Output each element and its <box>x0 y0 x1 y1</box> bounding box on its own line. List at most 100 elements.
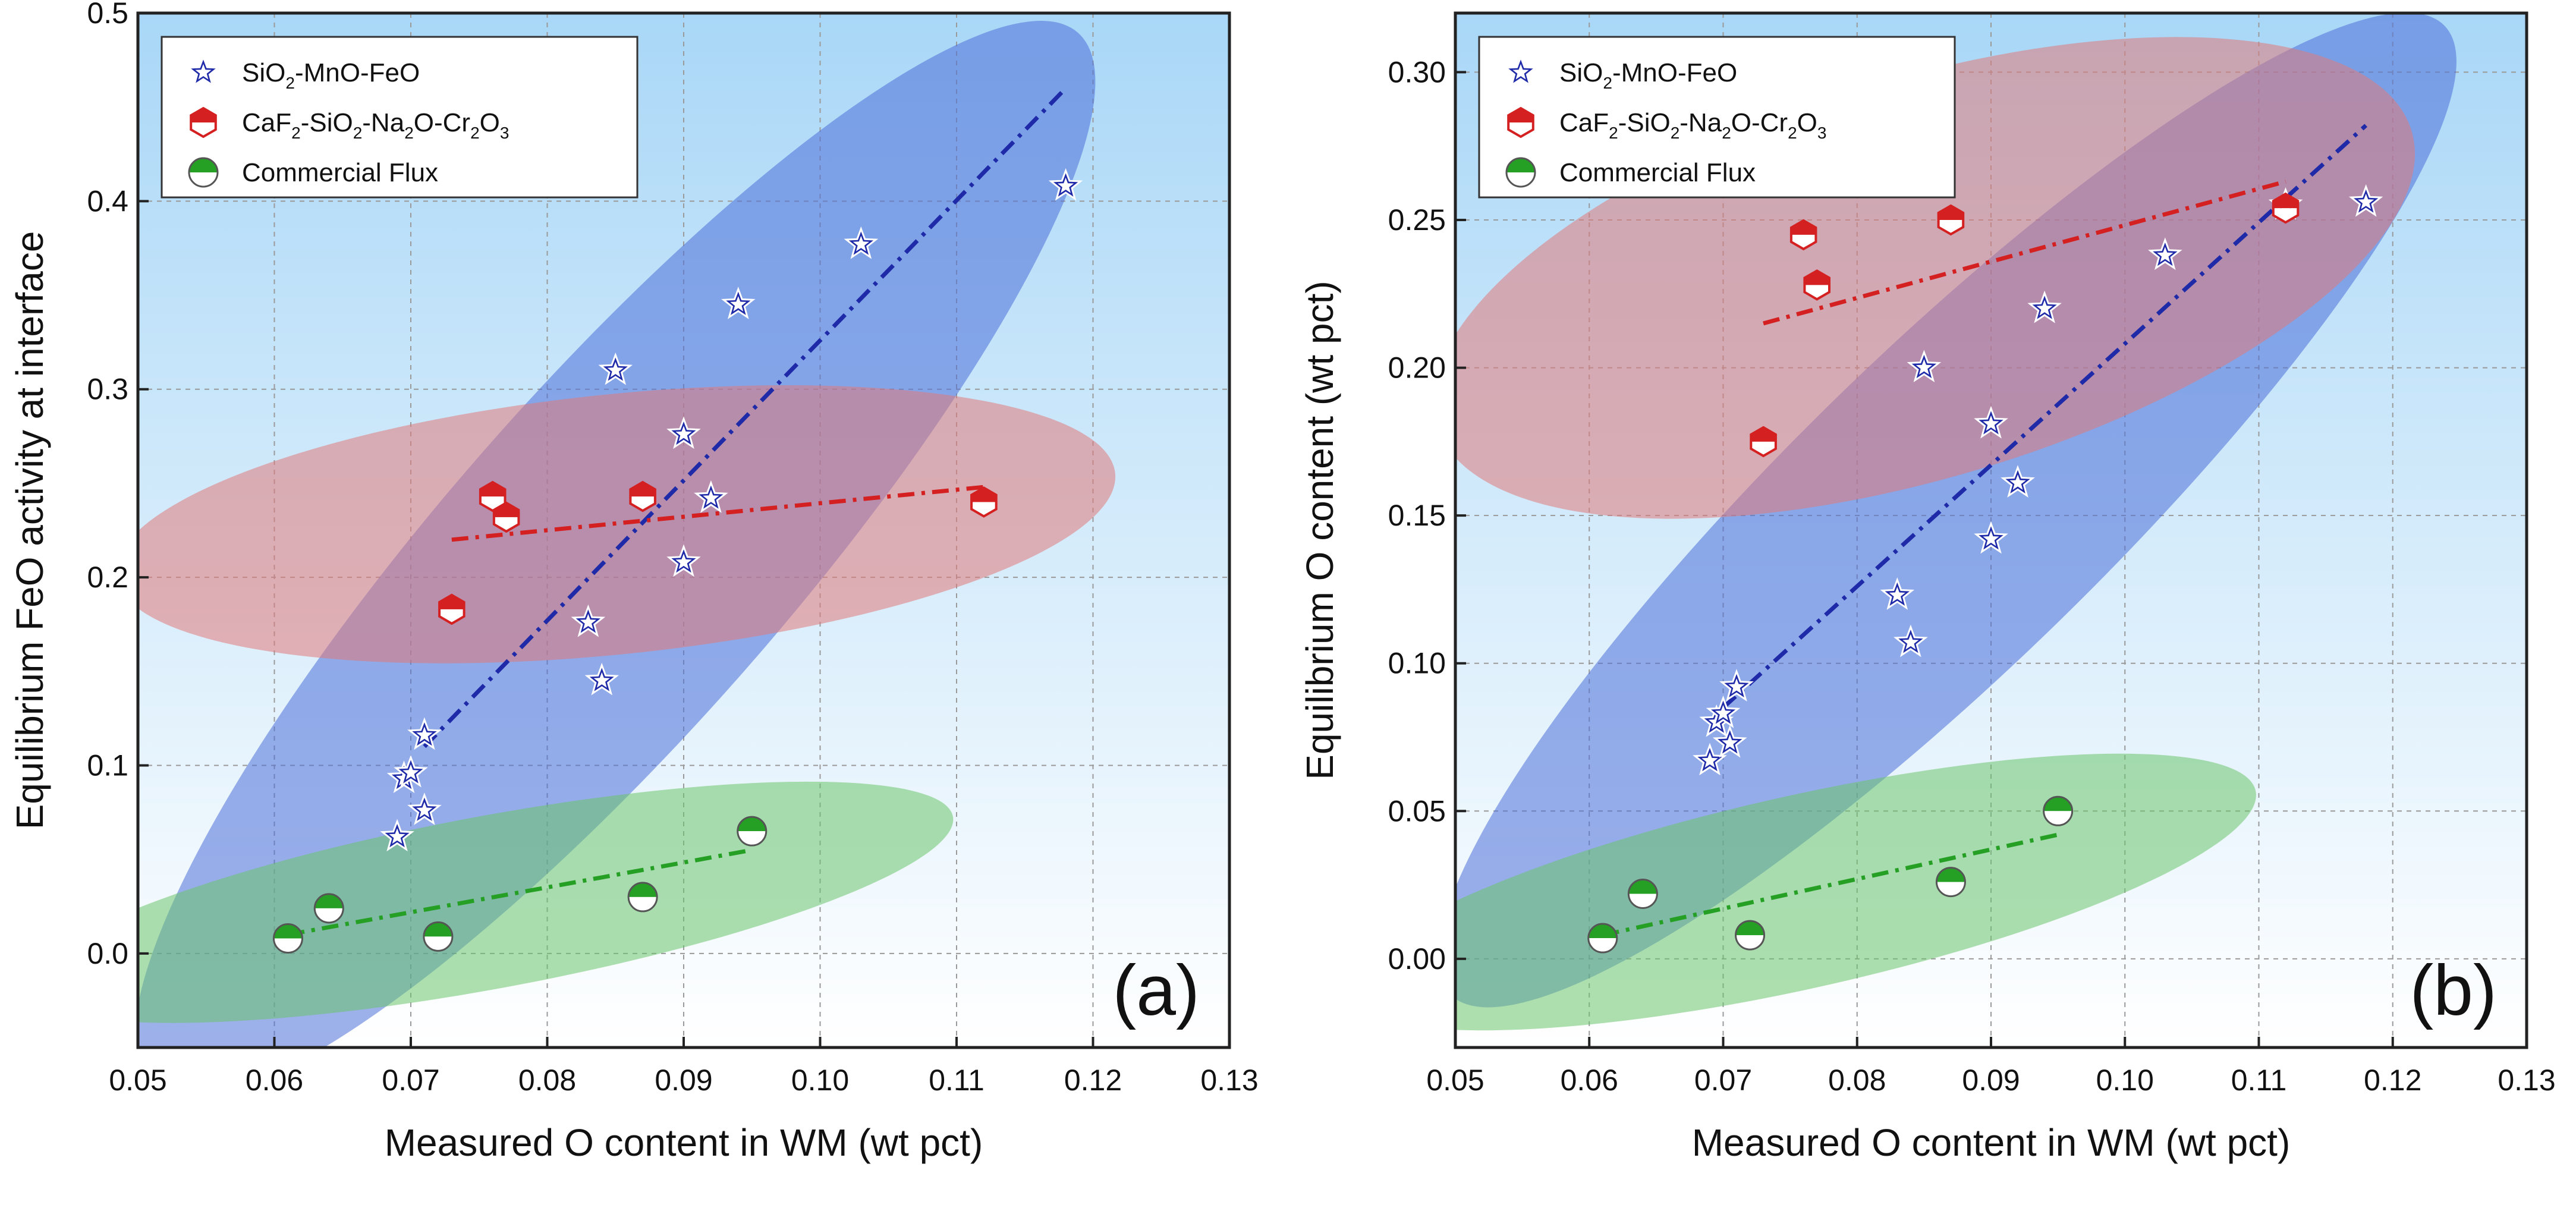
data-point-0-5 <box>571 604 606 637</box>
legend-entry-0: SiO2-MnO-FeO <box>242 58 420 92</box>
data-point-0-0 <box>380 819 414 852</box>
legend-marker-0 <box>1504 54 1538 87</box>
legend-entry-2: Commercial Flux <box>1559 158 1756 187</box>
y-axis-title: Equilibrium O content (wt pct) <box>1298 281 1341 779</box>
y-tick-label: 0.5 <box>87 0 128 30</box>
x-tick-label: 0.05 <box>1426 1064 1484 1097</box>
y-tick-label: 0.05 <box>1388 794 1446 828</box>
data-point-0-13 <box>1048 168 1083 201</box>
x-tick-label: 0.08 <box>1828 1064 1886 1097</box>
y-tick-label: 0.4 <box>87 184 128 218</box>
fit-line-1 <box>451 485 985 542</box>
x-tick-label: 0.07 <box>382 1064 439 1097</box>
data-point-1-0 <box>438 593 465 625</box>
x-tick-label: 0.09 <box>1962 1064 2020 1097</box>
y-tick-label: 0.20 <box>1388 351 1446 385</box>
chart-panel-b: 0.05 0.06 0.07 0.08 0.09 0.10 0.11 0.12 0.13 0.00… <box>1290 0 2576 1208</box>
data-point-0-11 <box>721 287 756 319</box>
y-tick-label: 0.0 <box>87 937 128 970</box>
data-point-0-10 <box>2001 465 2035 498</box>
x-tick-label: 0.13 <box>2498 1064 2555 1097</box>
legend-box <box>161 36 639 199</box>
data-point-2-1 <box>313 893 344 924</box>
y-axis-title: Equilibrium FeO activity at interface <box>8 231 51 830</box>
y-tick-label: 0.00 <box>1388 942 1446 976</box>
data-point-0-2 <box>394 754 428 788</box>
x-tick-label: 0.10 <box>2096 1064 2154 1097</box>
legend: SiO2-MnO-FeO CaF2-SiO2-Na2O-Cr2O3 Commerci… <box>161 36 639 199</box>
data-point-0-5 <box>1880 577 1915 610</box>
data-point-0-8 <box>666 416 701 449</box>
data-point-0-14 <box>2348 184 2383 217</box>
x-tick-label: 0.10 <box>791 1064 849 1097</box>
fit-line-0 <box>423 87 1068 748</box>
x-tick-label: 0.05 <box>109 1064 166 1097</box>
data-point-0-7 <box>1907 350 1942 383</box>
legend-marker-2 <box>188 157 219 188</box>
legend-entry-1: CaF2-SiO2-Na2O-Cr2O3 <box>242 108 509 142</box>
data-point-1-4 <box>970 486 998 518</box>
data-point-0-9 <box>666 544 701 577</box>
data-point-0-11 <box>2027 290 2062 323</box>
x-tick-label: 0.11 <box>2231 1064 2287 1097</box>
y-tick-label: 0.30 <box>1388 55 1446 89</box>
chart-a: 0.05 0.06 0.07 0.08 0.09 0.10 0.11 0.12 0.13 0.0 0… <box>8 0 1259 1164</box>
data-point-0-4 <box>1719 669 1754 701</box>
legend: SiO2-MnO-FeO CaF2-SiO2-Na2O-Cr2O3 Commerci… <box>1478 36 1956 199</box>
x-axis-title: Measured O content in WM (wt pct) <box>385 1121 983 1164</box>
legend-box <box>1478 36 1956 199</box>
x-tick-label: 0.12 <box>1064 1064 1122 1097</box>
data-point-1-0 <box>1750 426 1777 458</box>
data-point-2-3 <box>1935 867 1966 898</box>
x-tick-label: 0.11 <box>929 1064 985 1097</box>
data-point-1-4 <box>2272 192 2300 224</box>
data-point-0-12 <box>2148 237 2182 270</box>
data-point-0-3 <box>1712 725 1747 758</box>
fit-line-2 <box>1602 832 2059 938</box>
x-tick-label: 0.06 <box>1561 1064 1618 1097</box>
data-point-2-4 <box>737 816 768 847</box>
y-tick-label: 0.25 <box>1388 203 1446 237</box>
data-point-0-6 <box>584 662 619 696</box>
data-point-0-3 <box>407 792 442 825</box>
data-point-2-0 <box>272 923 303 954</box>
confidence-ellipse-2 <box>138 781 954 1023</box>
data-point-2-2 <box>423 921 454 952</box>
y-tick-label: 0.15 <box>1388 499 1446 532</box>
legend-marker-1 <box>1507 106 1534 139</box>
legend-entry-2: Commercial Flux <box>242 158 438 187</box>
data-point-2-3 <box>627 882 658 913</box>
chart-panel-a: 0.05 0.06 0.07 0.08 0.09 0.10 0.11 0.12 0.13 0.0 0… <box>0 0 1272 1208</box>
data-point-1-2 <box>1803 269 1830 301</box>
panel-label: (b) <box>2410 951 2497 1030</box>
x-axis-title: Measured O content in WM (wt pct) <box>1692 1121 2291 1164</box>
x-tick-label: 0.07 <box>1694 1064 1752 1097</box>
data-point-0-10 <box>694 480 728 513</box>
data-point-0-4 <box>407 717 442 750</box>
data-point-1-3 <box>1937 204 1965 236</box>
x-tick-label: 0.08 <box>518 1064 576 1097</box>
fit-line-0 <box>1722 124 2368 709</box>
x-tick-label: 0.12 <box>2364 1064 2421 1097</box>
data-point-0-6 <box>1894 624 1928 658</box>
x-tick-label: 0.13 <box>1200 1064 1258 1097</box>
legend-marker-1 <box>190 106 217 139</box>
x-tick-label: 0.09 <box>655 1064 712 1097</box>
y-tick-label: 0.3 <box>87 373 128 406</box>
legend-entry-1: CaF2-SiO2-Na2O-Cr2O3 <box>1559 108 1826 142</box>
legend-marker-2 <box>1505 157 1536 188</box>
data-point-2-2 <box>1735 920 1766 951</box>
data-point-0-8 <box>1974 405 2008 439</box>
data-point-0-9 <box>1974 521 2008 554</box>
data-point-0-7 <box>598 352 633 385</box>
y-tick-label: 0.10 <box>1388 647 1446 680</box>
data-point-1-1 <box>1789 219 1817 251</box>
data-point-2-4 <box>2043 795 2074 826</box>
fit-line-2 <box>287 848 753 937</box>
data-point-2-1 <box>1627 878 1658 909</box>
data-point-0-12 <box>844 226 879 259</box>
data-point-1-2 <box>492 501 520 533</box>
panel-label: (a) <box>1112 951 1200 1030</box>
data-layer <box>138 21 1116 1047</box>
confidence-ellipse-1 <box>1455 37 2415 519</box>
